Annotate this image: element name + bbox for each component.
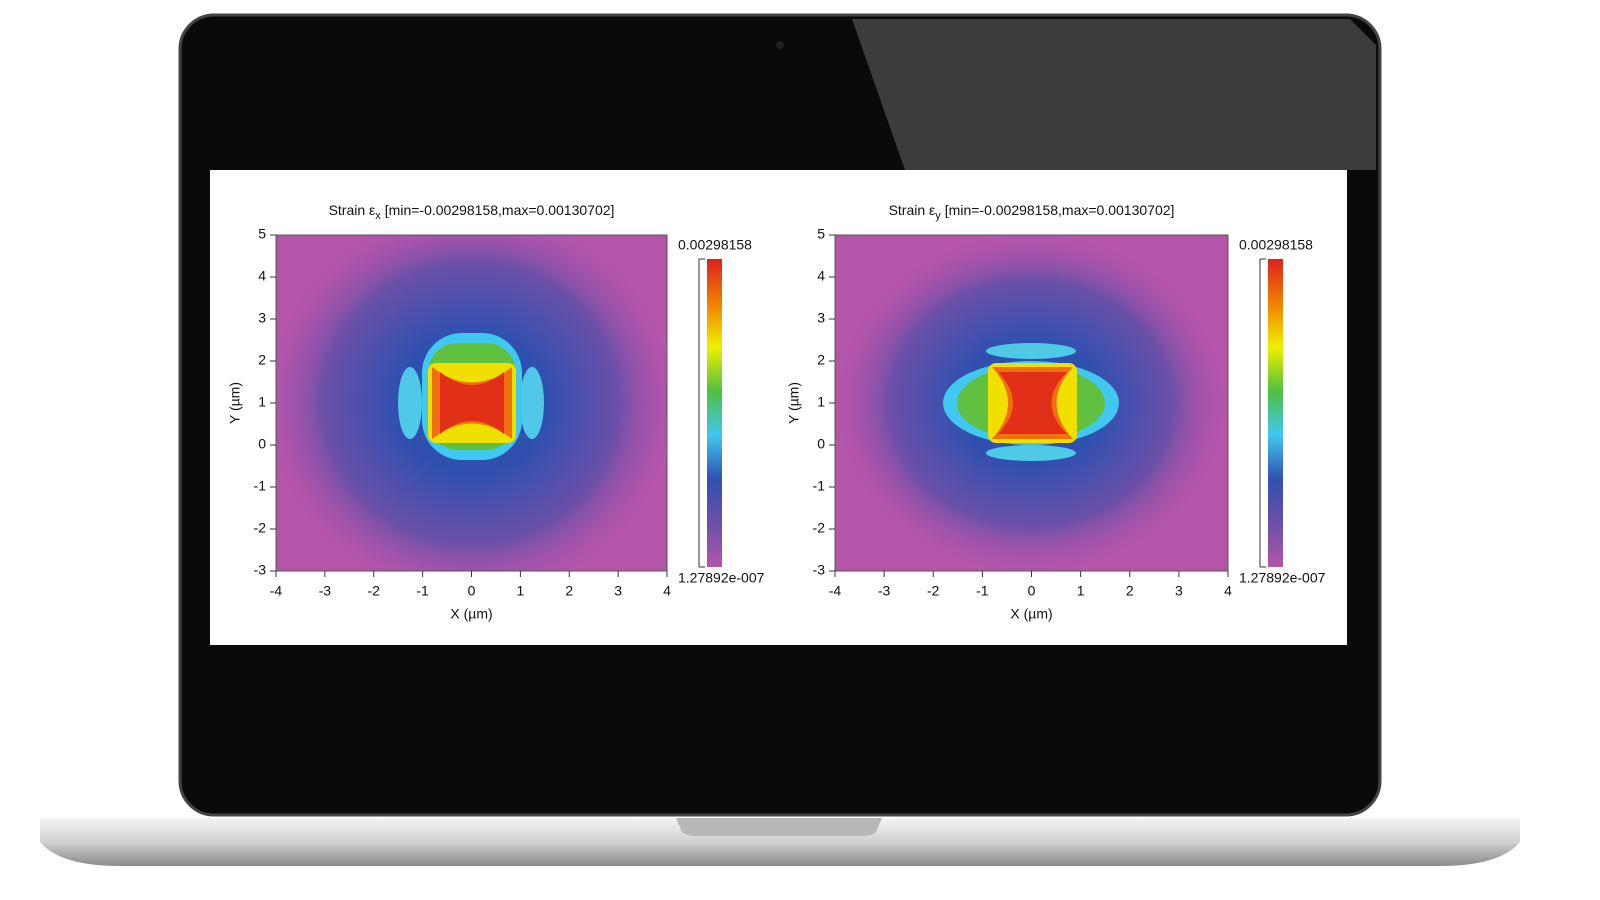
colorbar-label: 0.00298158	[678, 237, 752, 253]
x-tick-label: 1	[1077, 583, 1085, 599]
colorbar-label: 1.27892e-007	[1239, 570, 1326, 586]
title-suffix: [min=-0.00298158,max=0.00130702]	[945, 202, 1175, 218]
x-tick-label: -2	[368, 583, 381, 599]
x-tick-label: 2	[1126, 583, 1134, 599]
colorbar-label: 0.00298158	[1239, 237, 1313, 253]
y-tick-label: 2	[817, 352, 825, 368]
title-subscript: y	[935, 210, 941, 222]
colorbar	[1268, 259, 1283, 567]
laptop-base	[40, 818, 1520, 866]
title-subscript: x	[375, 210, 381, 222]
y-tick-label: 5	[817, 226, 825, 242]
x-tick-label: -1	[976, 583, 989, 599]
x-tick-label: 1	[516, 583, 524, 599]
x-tick-label: -1	[416, 583, 429, 599]
y-tick-label: 5	[258, 226, 266, 242]
y-axis-label: Y (µm)	[227, 382, 243, 424]
x-axis-label: X (µm)	[1010, 606, 1052, 622]
heatmap-field	[276, 235, 667, 571]
x-tick-label: 0	[468, 583, 476, 599]
y-tick-label: 4	[817, 268, 825, 284]
heatmap-field	[835, 235, 1228, 571]
x-tick-label: 4	[1224, 583, 1232, 599]
title-suffix: [min=-0.00298158,max=0.00130702]	[385, 202, 615, 218]
x-tick-label: -4	[270, 583, 283, 599]
y-tick-label: -1	[254, 478, 267, 494]
y-tick-label: -3	[254, 562, 267, 578]
x-axis-label: X (µm)	[450, 606, 492, 622]
title-text: Strain ε	[329, 202, 376, 218]
x-tick-label: -4	[829, 583, 842, 599]
y-tick-label: -1	[813, 478, 826, 494]
x-tick-label: -2	[927, 583, 940, 599]
y-tick-label: -2	[254, 520, 267, 536]
x-tick-label: 3	[1175, 583, 1183, 599]
y-tick-label: -2	[813, 520, 826, 536]
screen-reflection	[852, 19, 1376, 170]
x-tick-label: -3	[878, 583, 891, 599]
y-tick-label: 1	[817, 394, 825, 410]
y-tick-label: 3	[817, 310, 825, 326]
y-axis-label: Y (µm)	[786, 382, 802, 424]
chart-title: Strain εy [min=-0.00298158,max=0.00130702…	[889, 202, 1175, 222]
x-tick-label: 0	[1028, 583, 1036, 599]
title-text: Strain ε	[889, 202, 936, 218]
y-tick-label: 2	[258, 352, 266, 368]
y-tick-label: 3	[258, 310, 266, 326]
x-tick-label: 3	[614, 583, 622, 599]
base-notch	[676, 818, 882, 836]
chart-title: Strain εx [min=-0.00298158,max=0.00130702…	[329, 202, 615, 222]
colorbar	[707, 259, 722, 567]
x-tick-label: 4	[663, 583, 671, 599]
x-tick-label: 2	[565, 583, 573, 599]
y-tick-label: 0	[817, 436, 825, 452]
y-tick-label: 4	[258, 268, 266, 284]
y-tick-label: 1	[258, 394, 266, 410]
camera	[776, 41, 784, 49]
colorbar-label: 1.27892e-007	[678, 570, 765, 586]
y-tick-label: -3	[813, 562, 826, 578]
y-tick-label: 0	[258, 436, 266, 452]
x-tick-label: -3	[319, 583, 332, 599]
